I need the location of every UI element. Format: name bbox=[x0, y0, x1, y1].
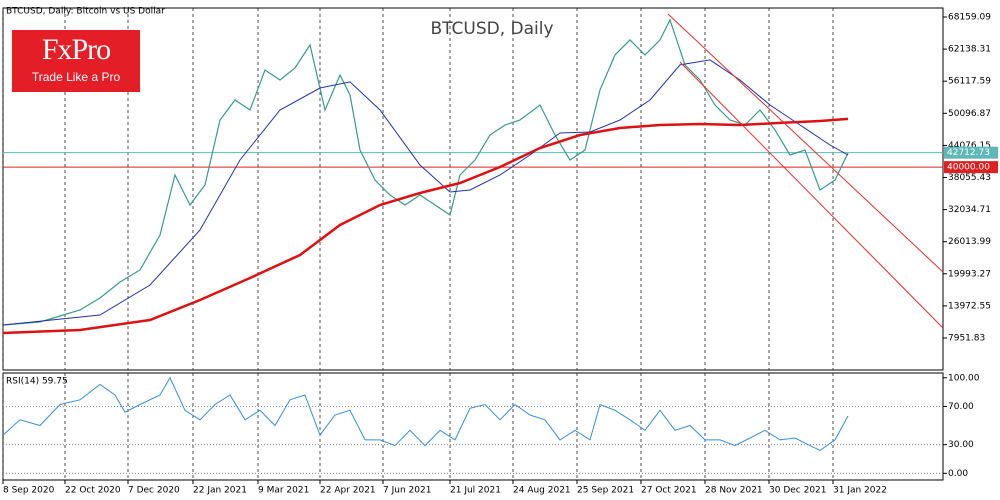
x-tick-label: 7 Jun 2021 bbox=[383, 486, 431, 496]
x-tick-label: 8 Sep 2020 bbox=[3, 486, 55, 496]
y-tick-label: 19993.27 bbox=[948, 269, 991, 279]
y-tick-label: 32034.71 bbox=[948, 205, 991, 215]
channel-upper bbox=[667, 13, 944, 273]
x-tick-label: 27 Oct 2021 bbox=[641, 486, 697, 496]
level-label: 40000.00 bbox=[947, 163, 990, 173]
y-tick-label: 44076.15 bbox=[948, 141, 991, 151]
y-tick-label: 38055.43 bbox=[948, 173, 991, 183]
x-tick-label: 22 Jan 2021 bbox=[193, 486, 247, 496]
x-tick-label: 31 Jan 2022 bbox=[833, 486, 887, 496]
y-tick-label: 7951.83 bbox=[948, 334, 985, 344]
rsi-title: RSI(14) 59.75 bbox=[6, 377, 68, 387]
y-tick-label: 13972.55 bbox=[948, 301, 991, 311]
logo-tagline: Trade Like a Pro bbox=[32, 70, 121, 84]
symbol-info: BTCUSD, Daily: Bitcoin vs US Dollar bbox=[6, 7, 165, 17]
x-tick-label: 24 Aug 2021 bbox=[513, 486, 571, 496]
level-label: 42712.73 bbox=[947, 148, 990, 158]
y-tick-label: 68159.09 bbox=[948, 13, 991, 23]
x-tick-label: 30 Dec 2021 bbox=[769, 486, 827, 496]
x-tick-label: 28 Nov 2021 bbox=[705, 486, 763, 496]
y-tick-label: 0.00 bbox=[948, 469, 968, 479]
x-tick-label: 21 Jul 2021 bbox=[450, 486, 501, 496]
logo-brand: FxPro bbox=[42, 33, 110, 66]
axes: 68159.09 62138.31 56117.59 50096.87 44076.15… bbox=[2, 13, 998, 496]
x-tick-label: 22 Oct 2020 bbox=[65, 486, 121, 496]
y-tick-label: 56117.59 bbox=[948, 77, 991, 87]
grid bbox=[2, 8, 943, 480]
logo: FxPro Trade Like a Pro bbox=[12, 30, 140, 92]
y-tick-label: 62138.31 bbox=[948, 45, 991, 55]
line-series bbox=[2, 117, 849, 335]
x-tick-label: 22 Apr 2021 bbox=[320, 486, 376, 496]
x-tick-label: 9 Mar 2021 bbox=[258, 486, 309, 496]
level-label-box bbox=[944, 161, 998, 174]
x-tick-label: 7 Dec 2020 bbox=[128, 486, 180, 496]
line-series bbox=[2, 18, 849, 326]
y-tick-label: 50096.87 bbox=[948, 109, 991, 119]
line-series bbox=[2, 376, 849, 451]
channel-lower bbox=[679, 61, 944, 329]
chart-title: BTCUSD, Daily bbox=[430, 19, 553, 39]
rsi-frame bbox=[2, 372, 944, 481]
y-tick-label: 70.00 bbox=[948, 402, 974, 412]
y-tick-label: 30.00 bbox=[948, 440, 974, 450]
x-tick-label: 25 Sep 2021 bbox=[577, 486, 634, 496]
plot bbox=[2, 18, 849, 451]
logo-box bbox=[12, 30, 140, 92]
y-tick-label: 100.00 bbox=[948, 373, 980, 383]
y-tick-label: 26013.99 bbox=[948, 237, 991, 247]
level-label-box bbox=[944, 146, 998, 159]
line-series bbox=[2, 59, 849, 326]
